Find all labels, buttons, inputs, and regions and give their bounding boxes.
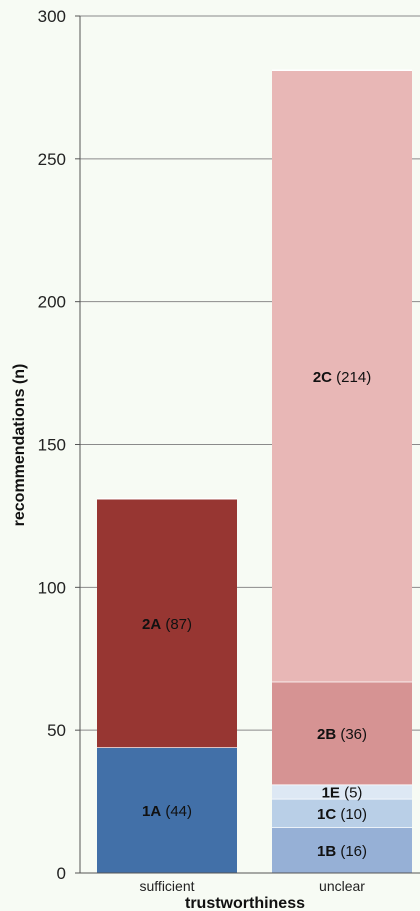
y-tick-label: 200 [38,293,66,312]
segment-label-1b: 1B (16) [317,843,367,860]
x-tick-label: unclear [319,878,365,894]
bar-segment-2c [272,70,412,682]
y-tick-label: 300 [38,7,66,26]
segment-label-1c: 1C (10) [317,806,367,823]
x-axis-title: trustworthiness [185,895,305,911]
bar-segment-2a [97,498,237,748]
segment-label-1e: 1E (5) [322,785,363,802]
segment-label-2a: 2A (87) [142,616,192,633]
y-axis-title: recommendations (n) [11,364,28,527]
segment-labels: 1A (44) 2A (87) 1B (16) 1C (10) 1E (5) 2B (36… [142,369,371,860]
bar-segment-1e [272,784,412,799]
bar-segment-1a [97,747,237,873]
x-tick-labels: sufficient unclear [140,878,366,894]
bars [97,69,412,873]
y-tick-label: 0 [57,864,66,883]
x-tick-label: sufficient [140,878,195,894]
y-tick-label: 250 [38,150,66,169]
segment-label-2b: 2B (36) [317,726,367,743]
segment-label-1a: 1A (44) [142,803,192,820]
y-tick-label: 50 [47,721,66,740]
bar-segment-1c [272,798,412,828]
bar-segment-1b [272,827,412,873]
y-tick-label: 150 [38,436,66,455]
y-tick-labels: 0 50 100 150 200 250 300 [38,7,66,883]
y-tick-label: 100 [38,578,66,597]
axes [79,16,420,874]
bar-segment-2b [272,681,412,785]
segment-label-2c: 2C (214) [313,369,371,386]
